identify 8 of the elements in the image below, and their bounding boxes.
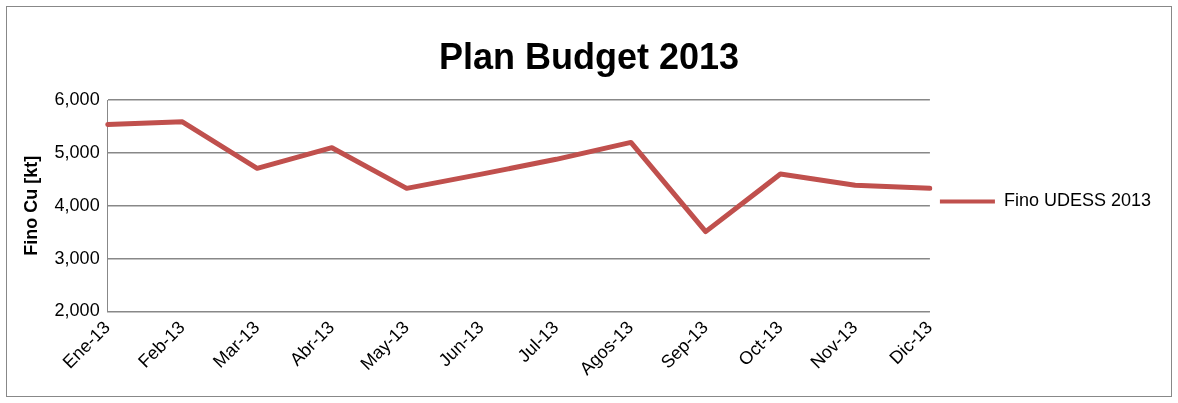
y-tick-label: 4,000 <box>54 194 100 215</box>
y-tick-label: 5,000 <box>54 141 100 162</box>
y-axis-title: Fino Cu [kt] <box>20 155 41 256</box>
chart-title: Plan Budget 2013 <box>438 35 740 77</box>
legend-label: Fino UDESS 2013 <box>1003 190 1151 211</box>
y-tick-label: 6,000 <box>54 89 100 110</box>
y-tick-label: 3,000 <box>54 247 100 268</box>
y-tick-label: 2,000 <box>54 300 100 321</box>
